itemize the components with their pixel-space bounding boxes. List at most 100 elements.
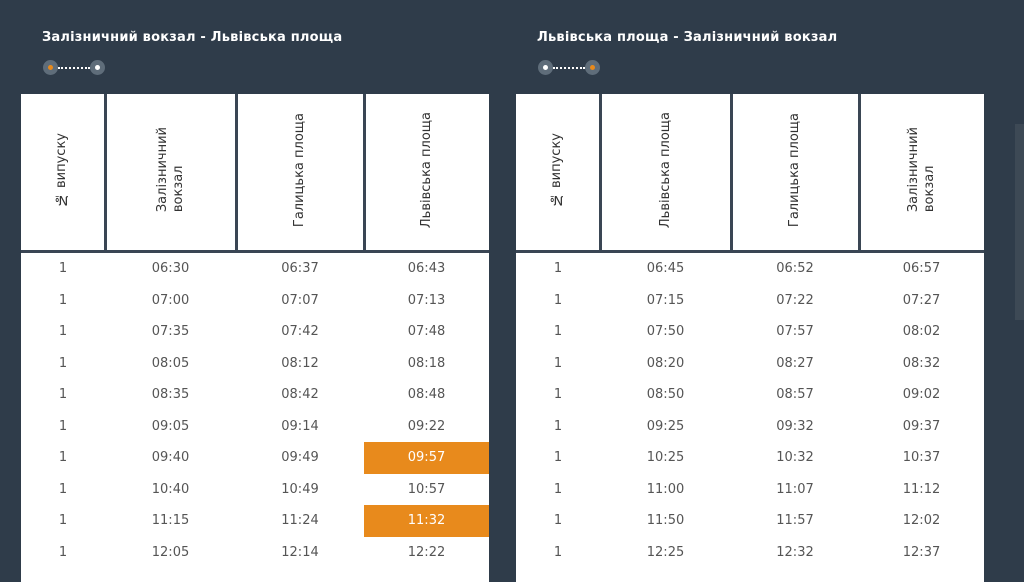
time-cell: 09:14 [281,418,319,434]
time-cell: 09:02 [902,387,941,403]
time-cell: 12:37 [902,544,941,560]
end-stop-icon [90,60,105,75]
time-cell: 08:57 [776,387,814,403]
time-cell: 11:07 [776,481,814,497]
time-cell: 10:57 [407,481,446,497]
time-cell: 12:25 [646,544,685,560]
table-row: 1 08:05 08:12 08:18 [21,348,489,380]
release-number-cell: 1 [553,544,563,560]
release-number-cell: 1 [553,387,563,403]
time-cell: 10:25 [646,450,685,466]
time-cell: 07:42 [281,324,319,340]
table-row: 1 07:35 07:42 07:48 [21,316,489,348]
table-row: 1 06:30 06:37 06:43 [21,252,489,285]
time-cell: 07:15 [646,292,685,308]
column-header-stop: Залізничний вокзал [105,94,238,253]
time-cell: 11:15 [151,513,190,529]
release-number-cell: 1 [58,450,68,466]
release-number-cell: 1 [553,450,563,466]
time-cell: 06:37 [281,261,319,277]
release-number-cell: 1 [58,324,68,340]
table-row: 1 11:00 11:07 11:12 [516,474,984,506]
time-cell: 08:35 [151,387,190,403]
schedule-panel-outbound: Залізничний вокзал - Львівська площа № в… [21,12,489,582]
time-cell: 09:49 [281,450,319,466]
time-cell: 08:50 [646,387,685,403]
time-cell: 09:25 [646,418,685,434]
table-row: 1 09:25 09:32 09:37 [516,411,984,443]
route-line-icon [58,67,90,69]
time-cell: 08:42 [281,387,319,403]
time-cell: 12:32 [776,544,814,560]
table-row: 1 07:00 07:07 07:13 [21,285,489,317]
table-row: 1 09:40 09:49 09:57 [21,442,489,474]
time-cell: 07:35 [151,324,190,340]
table-row: 1 10:25 10:32 10:37 [516,442,984,474]
schedule-rows: 1 06:30 06:37 06:43 1 07:00 07:07 07:13 1 07:35 07… [21,252,489,569]
panel-header: Залізничний вокзал - Львівська площа [21,12,489,94]
route-title: Залізничний вокзал - Львівська площа [42,30,343,45]
time-cell: 09:37 [902,418,941,434]
time-cell: 10:40 [151,481,190,497]
time-cell: 06:52 [776,261,814,277]
table-row: 1 12:05 12:14 12:22 [21,537,489,569]
column-header-release: № випуску [21,94,107,253]
schedule-rows: 1 06:45 06:52 06:57 1 07:15 07:22 07:27 1 07:50 07… [516,252,984,569]
panel-header: Львівська площа - Залізничний вокзал [516,12,984,94]
release-number-cell: 1 [553,292,563,308]
column-header-stop: Галицька площа [236,94,366,253]
table-row: 1 07:15 07:22 07:27 [516,285,984,317]
table-row: 1 12:25 12:32 12:37 [516,537,984,569]
time-cell: 09:40 [151,450,190,466]
time-cell: 12:05 [151,544,190,560]
time-cell: 08:20 [646,355,685,371]
time-cell: 07:57 [776,324,814,340]
route-title: Львівська площа - Залізничний вокзал [537,30,838,45]
release-number-cell: 1 [58,292,68,308]
start-stop-icon [43,60,58,75]
route-direction-indicator [43,60,105,75]
time-cell: 08:27 [776,355,814,371]
time-cell: 12:22 [407,544,446,560]
time-cell: 07:22 [776,292,814,308]
time-cell: 11:32 [364,505,489,537]
table-row: 1 07:50 07:57 08:02 [516,316,984,348]
time-cell: 11:57 [776,513,814,529]
time-cell: 11:12 [902,481,941,497]
column-header-stop: Львівська площа [600,94,733,253]
schedule-panel-return: Львівська площа - Залізничний вокзал № в… [516,12,984,582]
time-cell: 09:57 [364,442,489,474]
header-row: № випуску Залізничний вокзал Галицька пл… [21,94,489,253]
route-line-icon [553,67,585,69]
column-header-stop: Галицька площа [731,94,861,253]
schedule-table: № випуску Залізничний вокзал Галицька пл… [21,94,489,568]
time-cell: 08:02 [902,324,941,340]
time-cell: 07:50 [646,324,685,340]
column-header-stop: Львівська площа [364,94,489,253]
route-direction-indicator [538,60,600,75]
release-number-cell: 1 [58,481,68,497]
time-cell: 07:07 [281,292,319,308]
time-cell: 11:50 [646,513,685,529]
time-cell: 06:30 [151,261,190,277]
table-row: 1 09:05 09:14 09:22 [21,411,489,443]
time-cell: 09:05 [151,418,190,434]
time-cell: 08:05 [151,355,190,371]
time-cell: 08:18 [407,355,446,371]
start-stop-icon [538,60,553,75]
column-header-release: № випуску [516,94,602,253]
table-row: 1 11:15 11:24 11:32 [21,505,489,537]
table-row: 1 08:20 08:27 08:32 [516,348,984,380]
time-cell: 10:49 [281,481,319,497]
time-cell: 09:22 [407,418,446,434]
table-row: 1 08:35 08:42 08:48 [21,379,489,411]
release-number-cell: 1 [58,355,68,371]
time-cell: 10:37 [902,450,941,466]
schedule-table: № випуску Львівська площа Галицька площа… [516,94,984,568]
scrollbar-thumb[interactable] [1015,124,1024,320]
release-number-cell: 1 [553,513,563,529]
release-number-cell: 1 [58,513,68,529]
column-header-stop: Залізничний вокзал [859,94,984,253]
table-row: 1 06:45 06:52 06:57 [516,252,984,285]
time-cell: 06:57 [902,261,941,277]
